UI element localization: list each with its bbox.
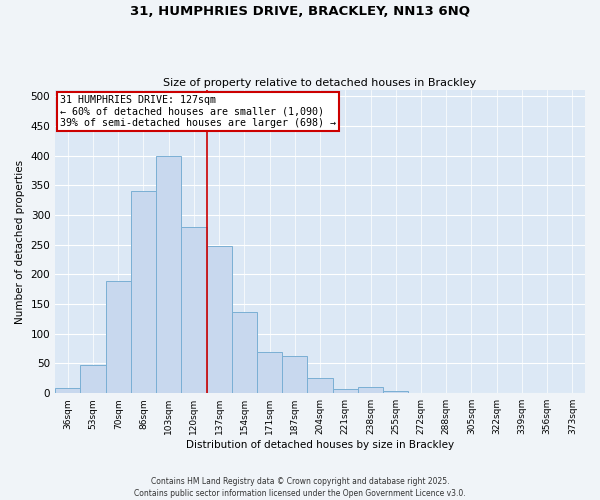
Bar <box>358 388 383 393</box>
Bar <box>206 246 232 393</box>
Y-axis label: Number of detached properties: Number of detached properties <box>15 160 25 324</box>
Bar <box>307 378 332 393</box>
Text: 31, HUMPHRIES DRIVE, BRACKLEY, NN13 6NQ: 31, HUMPHRIES DRIVE, BRACKLEY, NN13 6NQ <box>130 5 470 18</box>
Text: 31 HUMPHRIES DRIVE: 127sqm
← 60% of detached houses are smaller (1,090)
39% of s: 31 HUMPHRIES DRIVE: 127sqm ← 60% of deta… <box>61 94 337 128</box>
Bar <box>131 191 156 393</box>
Bar <box>106 282 131 393</box>
Bar <box>232 312 257 393</box>
Bar <box>257 352 282 393</box>
X-axis label: Distribution of detached houses by size in Brackley: Distribution of detached houses by size … <box>186 440 454 450</box>
Bar <box>383 392 409 393</box>
Bar <box>181 227 206 393</box>
Title: Size of property relative to detached houses in Brackley: Size of property relative to detached ho… <box>163 78 477 88</box>
Bar <box>80 366 106 393</box>
Bar <box>332 389 358 393</box>
Text: Contains HM Land Registry data © Crown copyright and database right 2025.
Contai: Contains HM Land Registry data © Crown c… <box>134 476 466 498</box>
Bar <box>156 156 181 393</box>
Bar <box>55 388 80 393</box>
Bar <box>282 356 307 393</box>
